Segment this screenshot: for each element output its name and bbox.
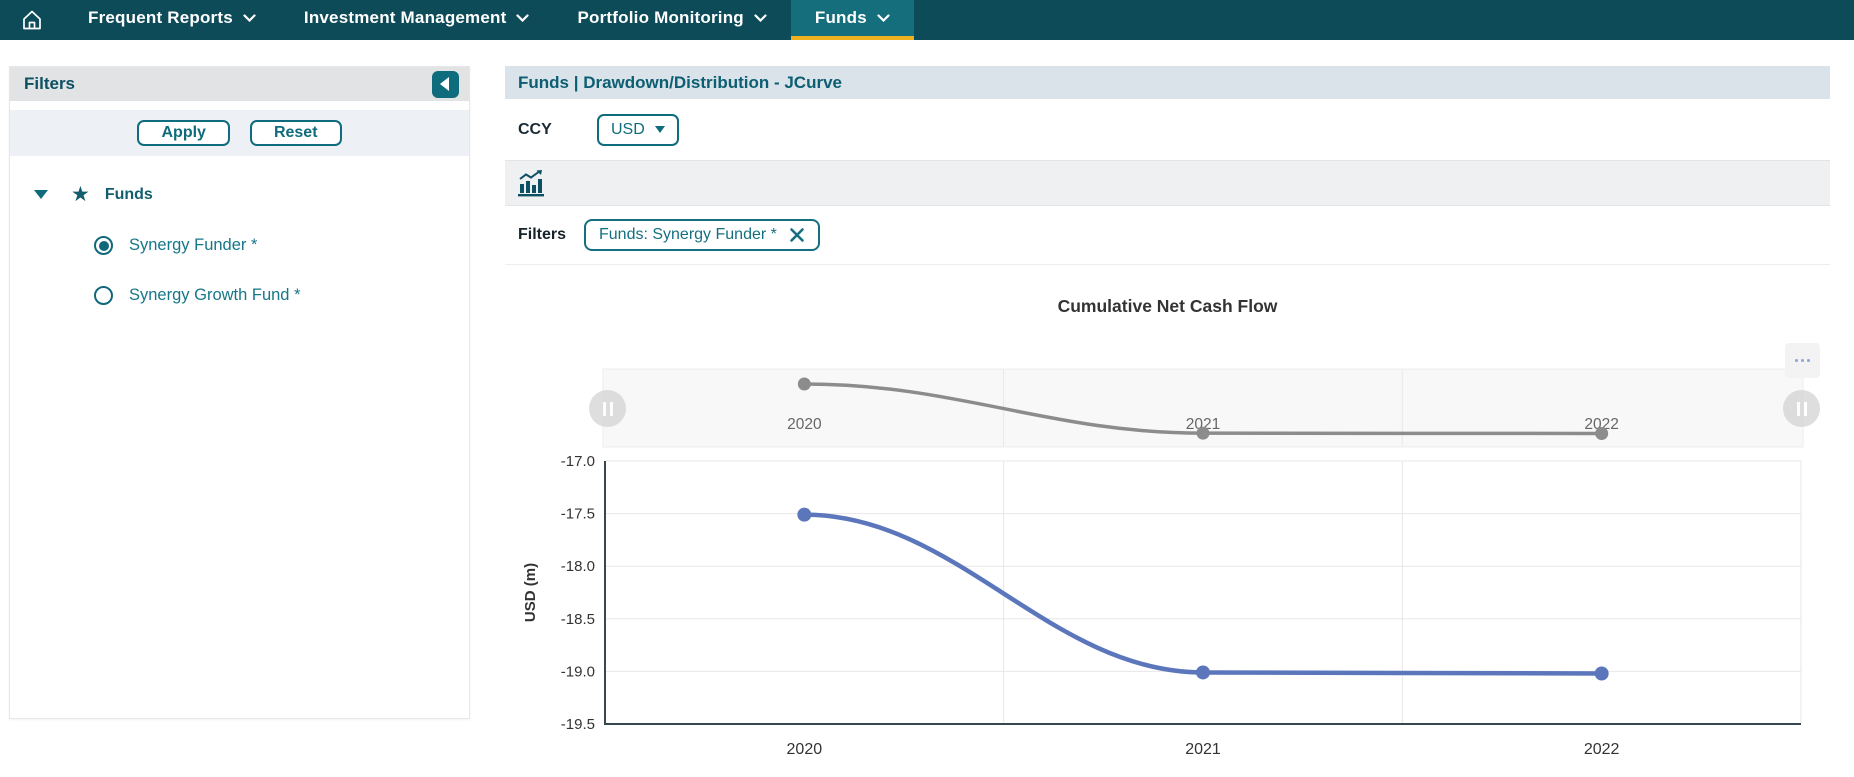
pause-handle-icon xyxy=(609,401,613,416)
filters-row-label: Filters xyxy=(518,226,567,243)
filter-chip-label: Funds: Synergy Funder * xyxy=(599,226,777,243)
y-tick-label: -18.5 xyxy=(561,611,595,628)
star-icon: ★ xyxy=(71,183,90,206)
radio-label: Synergy Growth Fund * xyxy=(129,286,301,304)
ccy-select[interactable]: USD xyxy=(597,113,679,146)
page-title: Funds | Drawdown/Distribution - JCurve xyxy=(518,72,842,92)
radio-input[interactable] xyxy=(94,286,113,305)
filter-chip[interactable]: Funds: Synergy Funder * xyxy=(584,219,820,251)
filters-panel-title: Filters xyxy=(24,74,76,93)
chart-view-button[interactable] xyxy=(518,169,548,197)
chart-context-menu-button[interactable] xyxy=(1785,343,1820,378)
y-tick-label: -19.0 xyxy=(561,663,595,680)
navigator-year-label: 2020 xyxy=(787,416,822,433)
navigator-year-label: 2022 xyxy=(1584,416,1618,433)
navigator-right-handle[interactable] xyxy=(1783,390,1820,427)
chevron-down-icon xyxy=(877,14,890,22)
filter-actions: Apply Reset xyxy=(10,110,469,156)
series-line xyxy=(802,512,1604,676)
radio-option-synergy-growth-fund[interactable]: Synergy Growth Fund * xyxy=(94,286,469,305)
collapse-left-icon xyxy=(440,77,449,91)
nav-item-label: Funds xyxy=(814,8,867,27)
radio-label: Synergy Funder * xyxy=(129,236,258,254)
funds-tree: ★ Funds Synergy Funder * Synergy Growth … xyxy=(10,156,469,305)
tree-root-funds: ★ Funds xyxy=(34,184,469,205)
breadcrumb: Funds | Drawdown/Distribution - JCurve xyxy=(505,66,1830,99)
apply-button[interactable]: Apply xyxy=(137,120,230,146)
filters-panel-header: Filters xyxy=(10,67,469,101)
navigator-data-point xyxy=(1595,427,1609,440)
bar-chart-trend-icon xyxy=(518,169,544,196)
nav-item-label: Investment Management xyxy=(303,8,507,27)
pause-handle-icon xyxy=(1803,401,1807,416)
pause-handle-icon xyxy=(602,401,606,416)
collapse-panel-button[interactable] xyxy=(432,70,459,98)
nav-item-frequent-reports[interactable]: Frequent Reports xyxy=(64,0,280,40)
navigator-data-point xyxy=(797,377,811,391)
chevron-down-icon xyxy=(516,14,530,22)
navigator-data-point xyxy=(1196,426,1210,440)
nav-item-portfolio-monitoring[interactable]: Portfolio Monitoring xyxy=(553,0,790,40)
ellipsis-icon xyxy=(1795,359,1798,362)
chart-svg: 2020 2021 2022 -17.0 -17.5 -18.0 -18.5 -19.0 -19… xyxy=(522,368,1804,758)
y-tick-label: -18.0 xyxy=(561,558,595,575)
nav-item-label: Portfolio Monitoring xyxy=(577,8,744,27)
y-tick-label: -17.0 xyxy=(561,453,595,470)
chart-toolbar xyxy=(505,160,1830,206)
x-tick-label: 2021 xyxy=(1185,741,1221,758)
ccy-selected-value: USD xyxy=(611,120,645,138)
radio-option-synergy-funder[interactable]: Synergy Funder * xyxy=(94,236,469,255)
ccy-label: CCY xyxy=(518,120,552,138)
chart-title: Cumulative Net Cash Flow xyxy=(1057,296,1278,316)
close-icon[interactable] xyxy=(789,227,805,243)
data-point xyxy=(797,507,812,522)
ccy-row: CCY USD xyxy=(505,99,1830,160)
x-tick-label: 2020 xyxy=(787,741,823,758)
caret-down-icon[interactable] xyxy=(34,190,48,199)
x-tick-label: 2022 xyxy=(1584,741,1620,758)
pause-handle-icon xyxy=(1796,401,1800,416)
tree-root-label: Funds xyxy=(104,185,153,203)
radio-input[interactable] xyxy=(94,236,113,255)
home-icon xyxy=(23,10,41,30)
dropdown-caret-icon xyxy=(654,126,665,133)
data-point xyxy=(1594,666,1609,681)
jcurve-chart: Cumulative Net Cash Flow 2020 2021 2022 -17… xyxy=(505,265,1830,777)
filters-panel: Filters Apply Reset ★ Funds Synergy Fund… xyxy=(9,66,470,719)
data-point xyxy=(1196,665,1210,680)
y-axis-title: USD (m) xyxy=(522,563,539,622)
ellipsis-icon xyxy=(1801,359,1804,362)
y-tick-label: -19.5 xyxy=(561,716,595,733)
chevron-down-icon xyxy=(754,14,767,22)
ellipsis-icon xyxy=(1807,359,1810,362)
top-nav: Frequent Reports Investment Management P… xyxy=(0,0,1854,40)
home-button[interactable] xyxy=(0,0,64,40)
navigator-left-handle[interactable] xyxy=(589,390,626,427)
navigator-year-label: 2021 xyxy=(1186,416,1220,433)
reset-button[interactable]: Reset xyxy=(249,120,342,146)
nav-item-investment-management[interactable]: Investment Management xyxy=(280,0,554,40)
active-filters-row: Filters Funds: Synergy Funder * xyxy=(505,206,1830,265)
nav-item-label: Frequent Reports xyxy=(88,8,233,27)
chevron-down-icon xyxy=(243,14,256,22)
nav-item-funds[interactable]: Funds xyxy=(790,0,914,40)
y-tick-label: -17.5 xyxy=(561,506,595,523)
main-content: Funds | Drawdown/Distribution - JCurve C… xyxy=(505,66,1830,777)
